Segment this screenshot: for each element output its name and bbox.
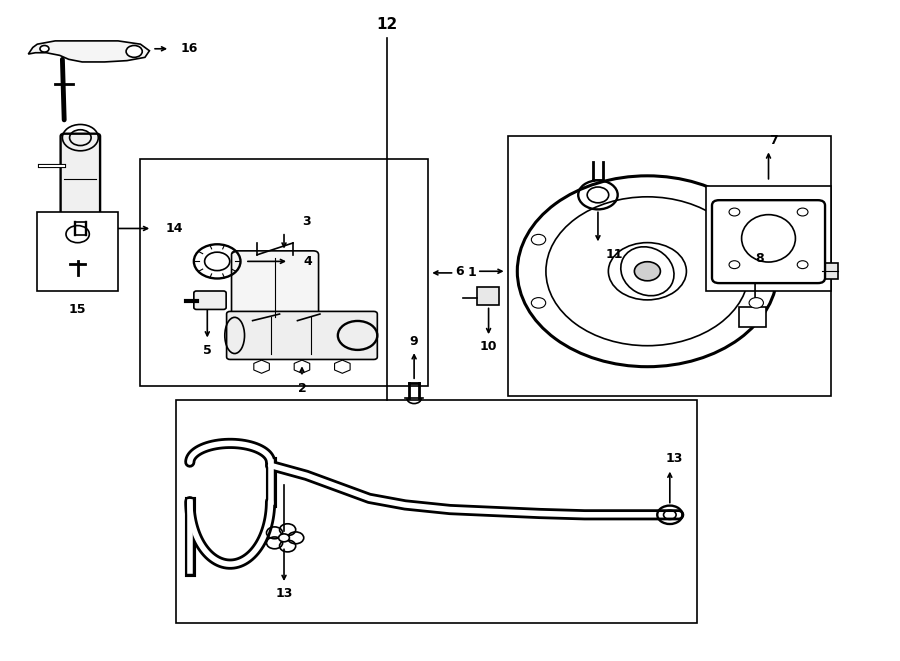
Bar: [477, 287, 500, 305]
Text: 13: 13: [666, 452, 683, 465]
Text: 3: 3: [302, 215, 310, 229]
Circle shape: [40, 46, 49, 52]
FancyBboxPatch shape: [231, 251, 319, 325]
Bar: [37, 212, 118, 291]
Circle shape: [531, 235, 545, 245]
Circle shape: [749, 297, 763, 308]
FancyBboxPatch shape: [60, 134, 100, 225]
Circle shape: [797, 260, 808, 268]
Bar: [706, 186, 832, 291]
Bar: [508, 136, 832, 397]
Text: 7: 7: [769, 134, 778, 147]
Circle shape: [729, 260, 740, 268]
Text: 10: 10: [480, 340, 498, 354]
Text: 12: 12: [376, 17, 398, 32]
Circle shape: [634, 262, 661, 281]
Circle shape: [729, 208, 740, 216]
Text: 16: 16: [181, 42, 198, 56]
Text: 4: 4: [303, 255, 312, 268]
Circle shape: [749, 235, 763, 245]
Polygon shape: [28, 41, 149, 62]
Circle shape: [279, 534, 290, 542]
Circle shape: [797, 208, 808, 216]
Text: 1: 1: [468, 266, 477, 280]
Bar: [823, 263, 839, 279]
Text: 6: 6: [454, 265, 464, 278]
Text: 15: 15: [69, 303, 86, 316]
Bar: [140, 159, 428, 387]
FancyBboxPatch shape: [194, 291, 226, 309]
Text: 8: 8: [755, 252, 764, 264]
Text: 9: 9: [410, 335, 418, 348]
FancyBboxPatch shape: [227, 311, 377, 360]
Text: 2: 2: [298, 382, 306, 395]
Circle shape: [126, 46, 142, 58]
Bar: [739, 307, 766, 327]
Text: 5: 5: [202, 344, 211, 357]
Text: 14: 14: [166, 222, 183, 235]
FancyBboxPatch shape: [712, 200, 825, 283]
Text: 13: 13: [275, 587, 292, 600]
Text: 11: 11: [606, 248, 623, 260]
Bar: [176, 400, 697, 623]
Circle shape: [531, 297, 545, 308]
